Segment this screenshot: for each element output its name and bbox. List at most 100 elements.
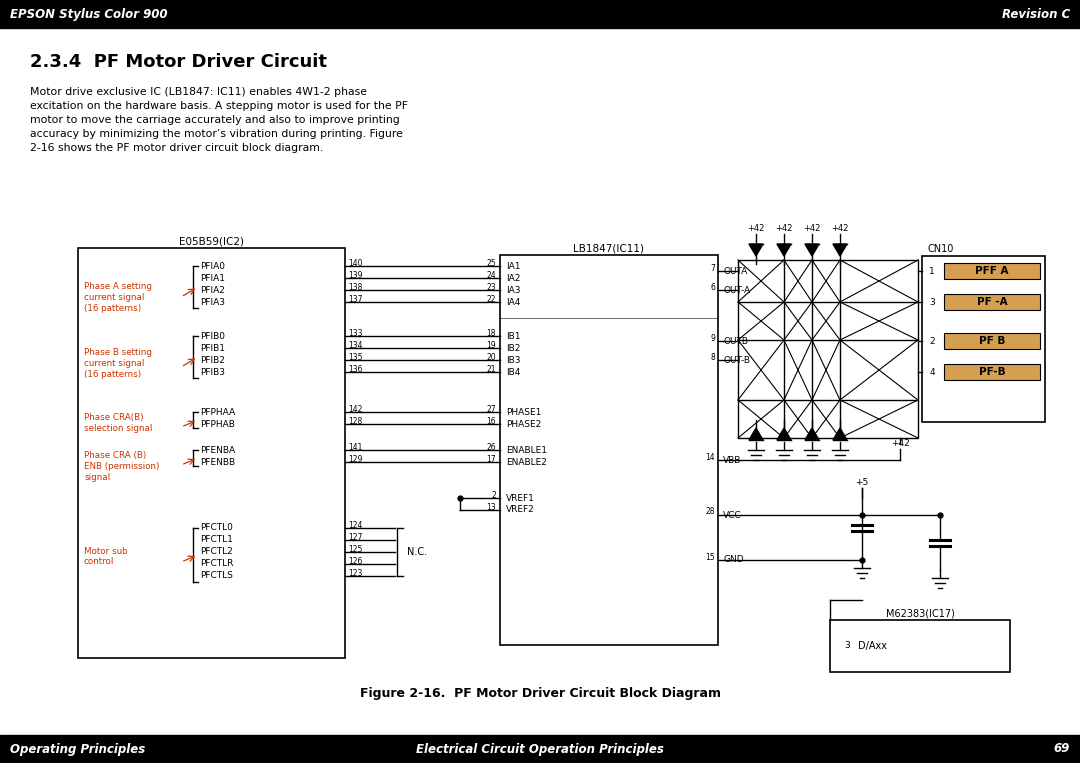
Text: VBB: VBB <box>723 456 741 465</box>
Polygon shape <box>777 244 791 256</box>
Text: (16 patterns): (16 patterns) <box>84 304 141 313</box>
Text: 22: 22 <box>486 295 496 304</box>
Text: E05B59(IC2): E05B59(IC2) <box>179 236 244 246</box>
Text: motor to move the carriage accurately and also to improve printing: motor to move the carriage accurately an… <box>30 115 400 125</box>
Text: 14: 14 <box>705 452 715 462</box>
Text: current signal: current signal <box>84 292 145 301</box>
Text: 139: 139 <box>348 271 363 279</box>
Text: IA4: IA4 <box>507 298 521 307</box>
Text: 133: 133 <box>348 329 363 337</box>
Text: PFCTLR: PFCTLR <box>200 559 233 568</box>
Bar <box>944 294 1040 310</box>
Bar <box>831 620 1010 672</box>
Text: 134: 134 <box>348 340 363 349</box>
Text: 18: 18 <box>486 329 496 337</box>
Text: 124: 124 <box>348 520 363 530</box>
Text: 13: 13 <box>486 503 496 511</box>
Text: Phase B setting: Phase B setting <box>84 347 152 356</box>
Text: excitation on the hardware basis. A stepping motor is used for the PF: excitation on the hardware basis. A step… <box>30 101 408 111</box>
Bar <box>944 333 1040 349</box>
Text: PHASE2: PHASE2 <box>507 420 541 429</box>
Text: Motor drive exclusive IC (LB1847: IC11) enables 4W1-2 phase: Motor drive exclusive IC (LB1847: IC11) … <box>30 87 367 97</box>
Text: Motor sub: Motor sub <box>84 546 127 555</box>
Text: PFPHAB: PFPHAB <box>200 420 234 429</box>
Text: +42: +42 <box>775 224 793 233</box>
Bar <box>738 260 918 438</box>
Text: VCC: VCC <box>723 510 742 520</box>
Text: 2: 2 <box>929 336 935 346</box>
Text: accuracy by minimizing the motor’s vibration during printing. Figure: accuracy by minimizing the motor’s vibra… <box>30 129 403 139</box>
Text: OUT-A: OUT-A <box>723 285 751 295</box>
Text: 3: 3 <box>843 642 850 651</box>
Text: 17: 17 <box>486 455 496 463</box>
Text: PFCTL0: PFCTL0 <box>200 523 233 533</box>
Text: ENABLE2: ENABLE2 <box>507 458 546 466</box>
Text: PFCTL2: PFCTL2 <box>200 548 233 556</box>
Bar <box>944 364 1040 380</box>
Text: PFCTLS: PFCTLS <box>200 571 233 581</box>
Text: Phase A setting: Phase A setting <box>84 282 152 291</box>
Text: Operating Principles: Operating Principles <box>10 742 145 755</box>
Polygon shape <box>777 428 791 440</box>
Text: IB4: IB4 <box>507 368 521 376</box>
Text: LB1847(IC11): LB1847(IC11) <box>573 243 645 253</box>
Text: 128: 128 <box>348 417 362 426</box>
Text: OUTB: OUTB <box>723 336 748 346</box>
Text: PFENBA: PFENBA <box>200 446 235 455</box>
Text: Electrical Circuit Operation Principles: Electrical Circuit Operation Principles <box>416 742 664 755</box>
Text: 2: 2 <box>491 491 496 500</box>
Text: 142: 142 <box>348 404 363 414</box>
Text: EPSON Stylus Color 900: EPSON Stylus Color 900 <box>10 8 167 21</box>
Text: OUTA: OUTA <box>723 266 747 275</box>
Text: IB1: IB1 <box>507 331 521 340</box>
Text: IA3: IA3 <box>507 285 521 295</box>
Text: D/Axx: D/Axx <box>858 641 887 651</box>
Bar <box>500 255 718 645</box>
Text: (16 patterns): (16 patterns) <box>84 369 141 378</box>
Text: 135: 135 <box>348 353 363 362</box>
Text: PFIA2: PFIA2 <box>200 285 225 295</box>
Text: 26: 26 <box>486 443 496 452</box>
Text: Phase CRA(B): Phase CRA(B) <box>84 413 144 421</box>
Text: Figure 2-16.  PF Motor Driver Circuit Block Diagram: Figure 2-16. PF Motor Driver Circuit Blo… <box>360 687 720 700</box>
Text: OUT-B: OUT-B <box>723 356 750 365</box>
Text: control: control <box>84 558 114 566</box>
Polygon shape <box>750 244 762 256</box>
Text: 3: 3 <box>929 298 935 307</box>
Text: +42: +42 <box>832 224 849 233</box>
Text: 20: 20 <box>486 353 496 362</box>
Text: 140: 140 <box>348 259 363 268</box>
Text: PFIA1: PFIA1 <box>200 273 225 282</box>
Text: M62383(IC17): M62383(IC17) <box>886 608 955 618</box>
Bar <box>0 0 1080 28</box>
Text: PFIA3: PFIA3 <box>200 298 225 307</box>
Text: signal: signal <box>84 472 110 481</box>
Text: 6: 6 <box>711 282 715 291</box>
Text: VREF2: VREF2 <box>507 506 535 514</box>
Text: PFIB0: PFIB0 <box>200 331 225 340</box>
Text: 7: 7 <box>711 263 715 272</box>
Polygon shape <box>805 428 819 440</box>
Text: PFF A: PFF A <box>975 266 1009 276</box>
Polygon shape <box>833 428 847 440</box>
Text: 137: 137 <box>348 295 363 304</box>
Text: 138: 138 <box>348 282 363 291</box>
Text: 8: 8 <box>711 353 715 362</box>
Text: IA1: IA1 <box>507 262 521 271</box>
Text: 69: 69 <box>1054 742 1070 755</box>
Text: IB2: IB2 <box>507 343 521 353</box>
Text: N.C.: N.C. <box>407 547 427 557</box>
Text: VREF1: VREF1 <box>507 494 535 503</box>
Polygon shape <box>805 244 819 256</box>
Text: current signal: current signal <box>84 359 145 368</box>
Bar <box>0 735 1080 763</box>
Text: 2.3.4  PF Motor Driver Circuit: 2.3.4 PF Motor Driver Circuit <box>30 53 327 71</box>
Text: IA2: IA2 <box>507 273 521 282</box>
Text: PFIB2: PFIB2 <box>200 356 225 365</box>
Text: +42: +42 <box>804 224 821 233</box>
Text: PHASE1: PHASE1 <box>507 407 541 417</box>
Text: 24: 24 <box>486 271 496 279</box>
Text: +42: +42 <box>747 224 765 233</box>
Text: +42: +42 <box>891 439 909 448</box>
Text: PF -A: PF -A <box>976 297 1008 307</box>
